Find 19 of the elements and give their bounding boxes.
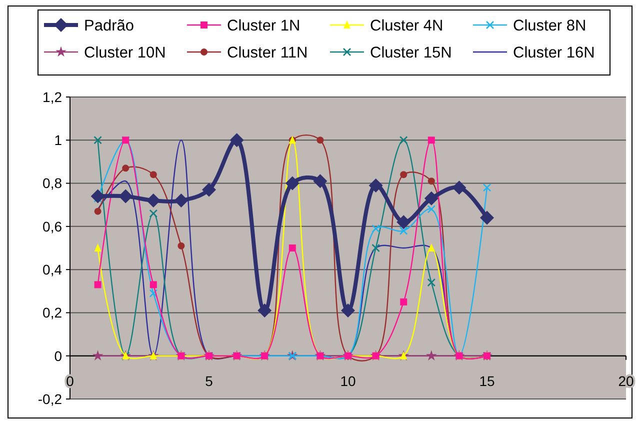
y-tick-label: 0,6 bbox=[42, 218, 62, 234]
legend-label: Cluster 15N bbox=[370, 44, 452, 62]
x-tick-label: 10 bbox=[340, 372, 356, 389]
legend-label: Cluster 1N bbox=[227, 17, 300, 34]
legend-label: Padrão bbox=[84, 17, 134, 34]
y-tick-label: -0,2 bbox=[38, 390, 62, 407]
x-tick-label: 5 bbox=[205, 372, 214, 389]
legend-label: Cluster 4N bbox=[370, 17, 444, 34]
y-tick-label: 1 bbox=[54, 132, 62, 148]
legend-label: Cluster 10N bbox=[84, 44, 166, 62]
y-tick-label: 0,2 bbox=[42, 304, 62, 321]
y-tick-label: 0 bbox=[54, 348, 62, 364]
legend-label: Cluster 11N bbox=[227, 44, 308, 62]
legend-label: Cluster 16N bbox=[513, 44, 595, 62]
y-tick-label: 0,8 bbox=[42, 175, 62, 192]
y-tick-label: 0,4 bbox=[42, 261, 62, 278]
y-tick-label: 1,2 bbox=[42, 88, 62, 105]
legend-label: Cluster 8N bbox=[513, 17, 586, 34]
x-tick-label: 15 bbox=[479, 372, 495, 389]
